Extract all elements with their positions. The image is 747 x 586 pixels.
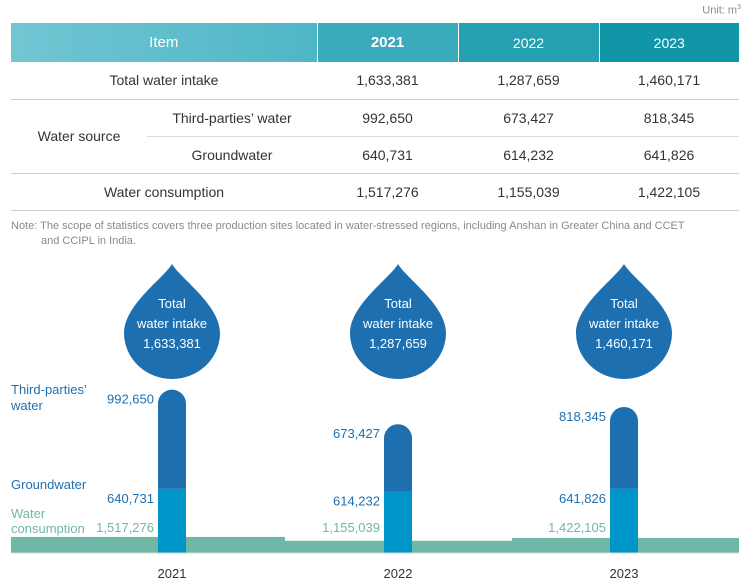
third-parties-value-2021: 992,650 xyxy=(107,392,154,407)
legend-consumption: Water xyxy=(11,506,46,521)
x-tick-2022: 2022 xyxy=(384,566,413,581)
water-chart: 992,650 640,731 1,517,276 Total water intake… xyxy=(10,264,739,581)
cell-third-2022: 673,427 xyxy=(458,99,599,137)
consumption-value-2023: 1,422,105 xyxy=(548,520,606,535)
row-label-total-intake: Total water intake xyxy=(11,62,317,100)
water-table: Item 2021 2022 2023 Total water intake 1… xyxy=(11,23,739,211)
groundwater-value-2023: 641,826 xyxy=(559,491,606,506)
row-label-groundwater: Groundwater xyxy=(147,136,317,174)
header-2021: 2021 xyxy=(316,23,458,62)
drop-label-total: Total xyxy=(158,296,186,311)
unit-label: Unit: m3 xyxy=(702,4,741,17)
table-row: Total water intake 1,633,381 1,287,659 1… xyxy=(11,62,739,100)
consumption-value-2022: 1,155,039 xyxy=(322,520,380,535)
water-drop-2022 xyxy=(350,264,446,379)
row-label-consumption: Water consumption xyxy=(11,173,317,211)
table-row: Groundwater 640,731 614,232 641,826 xyxy=(11,136,739,174)
groundwater-bar-2021 xyxy=(158,488,186,553)
legend-third-parties: Third-parties’ xyxy=(11,382,87,397)
footnote: Note: The scope of statistics covers thr… xyxy=(11,220,685,247)
row-label-third-parties: Third-parties’ water xyxy=(147,99,317,137)
cell-cons-2023: 1,422,105 xyxy=(599,173,739,211)
legend-groundwater: Groundwater xyxy=(11,477,87,492)
groundwater-value-2022: 614,232 xyxy=(333,494,380,509)
consumption-band-2021 xyxy=(11,536,285,553)
total-intake-value-2021: 1,633,381 xyxy=(143,336,201,351)
cell-total-2023: 1,460,171 xyxy=(599,62,739,100)
third-parties-value-2023: 818,345 xyxy=(559,409,606,424)
cell-cons-2021: 1,517,276 xyxy=(317,173,458,211)
cell-third-2023: 818,345 xyxy=(599,99,739,137)
table-row: Water source Third-parties’ water 992,65… xyxy=(11,99,739,174)
cell-total-2022: 1,287,659 xyxy=(458,62,599,100)
groundwater-value-2021: 640,731 xyxy=(107,491,154,506)
cell-ground-2021: 640,731 xyxy=(317,136,458,174)
legend-consumption-line2: consumption xyxy=(11,521,85,536)
x-tick-2021: 2021 xyxy=(158,566,187,581)
cell-ground-2023: 641,826 xyxy=(599,136,739,174)
legend-third-parties-line2: water xyxy=(10,398,43,413)
drop-label-water-intake: water intake xyxy=(588,316,659,331)
drop-label-water-intake: water intake xyxy=(362,316,433,331)
water-drop-2023 xyxy=(576,264,672,379)
drop-label-total: Total xyxy=(384,296,412,311)
groundwater-bar-2023 xyxy=(610,488,638,553)
water-drop-2021 xyxy=(124,264,220,379)
third-parties-bar-2021 xyxy=(158,389,187,489)
total-intake-value-2022: 1,287,659 xyxy=(369,336,427,351)
row-label-water-source: Water source xyxy=(11,99,147,174)
groundwater-bar-2022 xyxy=(384,491,412,553)
cell-ground-2022: 614,232 xyxy=(458,136,599,174)
drop-label-water-intake: water intake xyxy=(136,316,207,331)
table-header-row: Item 2021 2022 2023 xyxy=(11,23,739,62)
x-tick-2023: 2023 xyxy=(610,566,639,581)
cell-cons-2022: 1,155,039 xyxy=(458,173,599,211)
header-item: Item xyxy=(11,23,317,62)
third-parties-bar-2022 xyxy=(384,424,412,492)
drop-label-total: Total xyxy=(610,296,638,311)
third-parties-bar-2023 xyxy=(610,406,638,489)
consumption-value-2021: 1,517,276 xyxy=(96,520,154,535)
table-row: Water consumption 1,517,276 1,155,039 1,… xyxy=(11,173,739,211)
header-2023: 2023 xyxy=(598,23,739,62)
cell-total-2021: 1,633,381 xyxy=(317,62,458,100)
total-intake-value-2023: 1,460,171 xyxy=(595,336,653,351)
header-2022: 2022 xyxy=(457,23,599,62)
cell-third-2021: 992,650 xyxy=(317,99,458,137)
third-parties-value-2022: 673,427 xyxy=(333,426,380,441)
